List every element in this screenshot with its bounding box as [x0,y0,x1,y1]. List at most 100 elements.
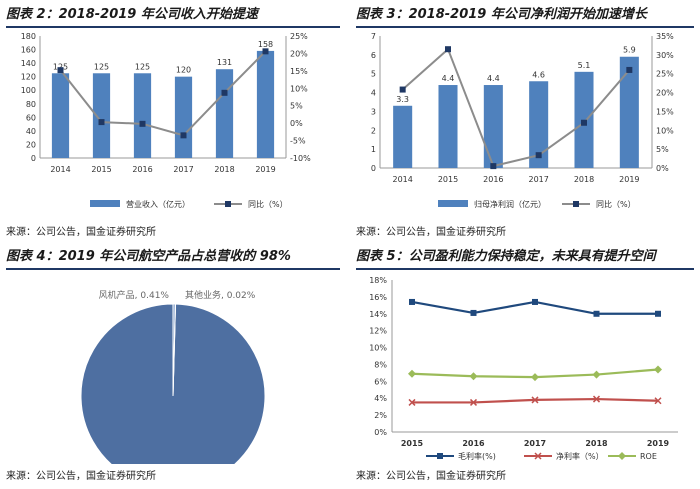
y-tick-right: 20% [656,89,674,98]
yoy-point [626,66,633,73]
y-tick-left: 3 [371,107,376,116]
series-point [593,310,600,317]
y-tick-label: 2% [374,411,387,420]
yoy-point [490,163,497,170]
y-tick-right: 35% [656,32,674,41]
bar [133,73,152,158]
y-tick-left: 180 [21,32,36,41]
series-point [469,398,478,406]
series-point [531,396,539,404]
series-point [655,310,661,317]
series-point [531,373,539,382]
yoy-point [221,89,228,96]
series-point [532,298,538,305]
revenue-chart: 0 20 40 60 80 100 120 140 160 180 -10% -5% 0% 5% 10% 15… [21,32,311,209]
legend-marker [618,452,626,460]
product-mix-pie: 航空产品, 98.37%风机产品, 0.41%其他业务, 0.02% [80,289,266,464]
x-tick-label: 2019 [647,439,670,448]
bar [51,73,70,158]
bar [529,81,549,168]
bar [483,85,503,168]
bar-data-label: 3.3 [396,95,409,104]
bar [174,76,193,158]
source-note: 来源：公司公告，国金证券研究所 [356,227,506,238]
pie-slice [80,303,266,464]
bar-data-label: 4.6 [532,70,545,79]
series-point [409,298,415,305]
legend-label: ROE [640,452,657,461]
bar-data-label: 125 [53,62,68,71]
y-tick-left: 60 [26,113,36,122]
y-tick-left: 80 [26,100,36,109]
y-tick-left: 1 [371,145,376,154]
source-note: 来源：公司公告，国金证券研究所 [356,471,506,482]
y-tick-right: 10% [290,84,308,93]
y-tick-right: 15% [656,107,674,116]
yoy-point [262,48,269,55]
y-tick-left: 160 [21,46,36,55]
y-tick-left: 7 [371,32,376,41]
x-tick-label: 2017 [528,175,548,184]
net-profit-chart: 0 1 2 3 4 5 6 7 0% 5% 10% 15% 20% 25% 30% 35% 3.3 2014 4.4… [371,32,674,209]
x-tick-label: 2018 [585,439,608,448]
yoy-point [399,86,406,93]
bar [438,85,458,168]
bar [393,105,413,168]
x-tick-label: 2019 [619,175,639,184]
x-tick-label: 2014 [392,175,412,184]
series-point [408,398,416,406]
y-tick-label: 0% [374,428,387,437]
yoy-line [402,47,631,168]
y-tick-label: 10% [369,344,387,353]
y-tick-right: -5% [290,137,306,146]
source-note: 来源：公司公告，国金证券研究所 [6,227,156,238]
x-tick-label: 2015 [438,175,458,184]
y-tick-left: 0 [371,164,376,173]
yoy-point [180,132,187,139]
bar-data-label: 125 [135,62,150,71]
bar-data-label: 4.4 [442,74,455,83]
y-tick-right: 30% [656,51,674,60]
x-tick-label: 2016 [483,175,503,184]
y-tick-right: -10% [290,154,311,163]
bar-data-label: 125 [94,62,109,71]
y-tick-left: 20 [26,140,36,149]
bar [619,56,639,168]
y-tick-left: 120 [21,73,36,82]
panel-product-mix: 图表 4：2019 年公司航空产品占总营收的 98% 航空产品, 98.37%风… [6,246,340,486]
series-point [408,369,416,378]
y-tick-right: 10% [656,126,674,135]
x-tick-label: 2016 [132,165,152,174]
series-point [469,372,478,381]
yoy-point [445,46,451,53]
y-tick-right: 25% [290,32,308,41]
y-tick-right: 15% [290,67,308,76]
y-tick-label: 8% [374,360,387,369]
x-tick-label: 2017 [173,165,193,174]
source-note: 来源：公司公告，国金证券研究所 [6,471,156,482]
title-rule [6,268,340,270]
legend-swatch-marker [573,201,579,207]
legend-label: 同比（%） [248,199,288,209]
y-tick-label: 4% [374,394,387,403]
profitability-chart: 0% 2% 4% 6% 8% 10% 12% 14% 16% 18% 2015 2016 2017 201… [369,276,678,461]
yoy-point [98,119,105,126]
legend-label: 归母净利润（亿元） [474,199,546,209]
bar-data-label: 4.4 [487,74,500,83]
y-tick-right: 5% [290,102,303,111]
legend-marker [534,452,542,460]
yoy-point [581,119,587,126]
bar [215,69,234,158]
bar-data-label: 120 [176,66,191,75]
legend-swatch-marker [225,201,231,207]
panel-title: 图表 5：公司盈利能力保持稳定，未来具有提升空间 [356,249,656,264]
y-tick-label: 14% [369,310,387,319]
panel-title: 图表 2：2018-2019 年公司收入开始提速 [6,7,258,22]
x-tick-label: 2019 [255,165,275,174]
legend-swatch-bar [438,200,468,207]
panel-net-profit: 图表 3：2018-2019 年公司净利润开始加速增长 0 1 2 3 4 5 6 7 0% 5%… [356,4,694,240]
title-rule [6,26,340,28]
legend-marker [437,453,443,459]
pie-label: 其他业务, 0.02% [185,289,256,301]
y-tick-left: 5 [371,70,376,79]
